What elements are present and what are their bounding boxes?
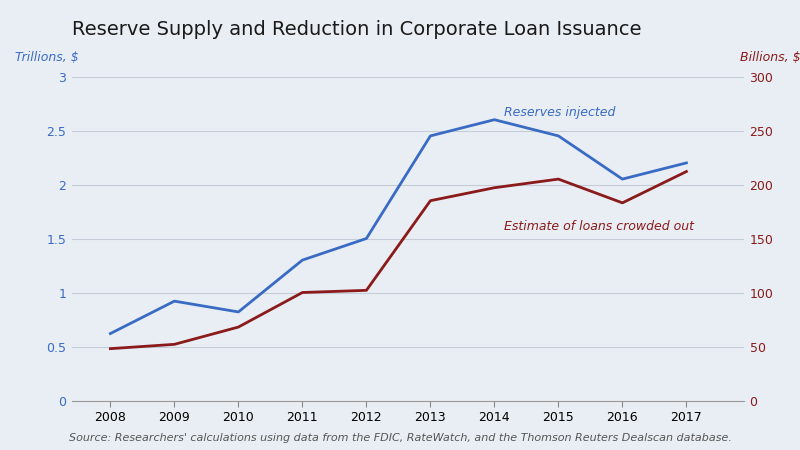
Text: Trillions, $: Trillions, $ — [15, 50, 78, 63]
Text: Reserve Supply and Reduction in Corporate Loan Issuance: Reserve Supply and Reduction in Corporat… — [72, 20, 642, 39]
Text: Billions, $: Billions, $ — [741, 50, 800, 63]
Text: Estimate of loans crowded out: Estimate of loans crowded out — [504, 220, 694, 233]
Text: Reserves injected: Reserves injected — [504, 107, 615, 119]
Text: Source: Researchers' calculations using data from the FDIC, RateWatch, and the T: Source: Researchers' calculations using … — [69, 433, 731, 443]
